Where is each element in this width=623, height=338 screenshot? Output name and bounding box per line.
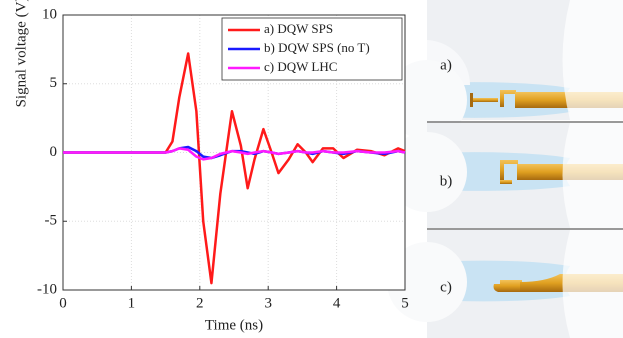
panel-label: b) [440, 173, 453, 189]
y-tick-label: 10 [42, 6, 57, 22]
x-tick-label: 5 [401, 295, 409, 311]
y-tick-label: 5 [50, 75, 58, 91]
x-tick-label: 3 [264, 295, 272, 311]
x-tick-label: 0 [59, 295, 67, 311]
legend: a) DQW SPS b) DQW SPS (no T) c) DQW LHC [222, 18, 402, 80]
panel-label: a) [440, 57, 452, 73]
x-axis-label: Time (ns) [205, 317, 263, 333]
legend-label: b) DQW SPS (no T) [264, 40, 370, 55]
legend-label: a) DQW SPS [264, 21, 333, 36]
y-axis-label: Signal voltage (V) [13, 0, 29, 107]
panel-a: a) [387, 0, 623, 140]
figure: Signal voltage (V) Time (ns) a) b) c) - [0, 0, 623, 338]
chart: Signal voltage (V) Time (ns) a) b) c) - [0, 0, 623, 338]
y-tick-label: 0 [50, 144, 58, 160]
x-tick-label: 1 [128, 295, 136, 311]
x-tick-label: 2 [196, 295, 204, 311]
x-tick-label: 4 [333, 295, 341, 311]
panel-label: c) [440, 279, 452, 295]
panel-b: b) [387, 123, 623, 228]
y-tick-label: -10 [37, 281, 57, 297]
legend-label: c) DQW LHC [264, 59, 337, 74]
panel-c: c) [387, 230, 623, 338]
y-tick-label: -5 [45, 213, 58, 229]
